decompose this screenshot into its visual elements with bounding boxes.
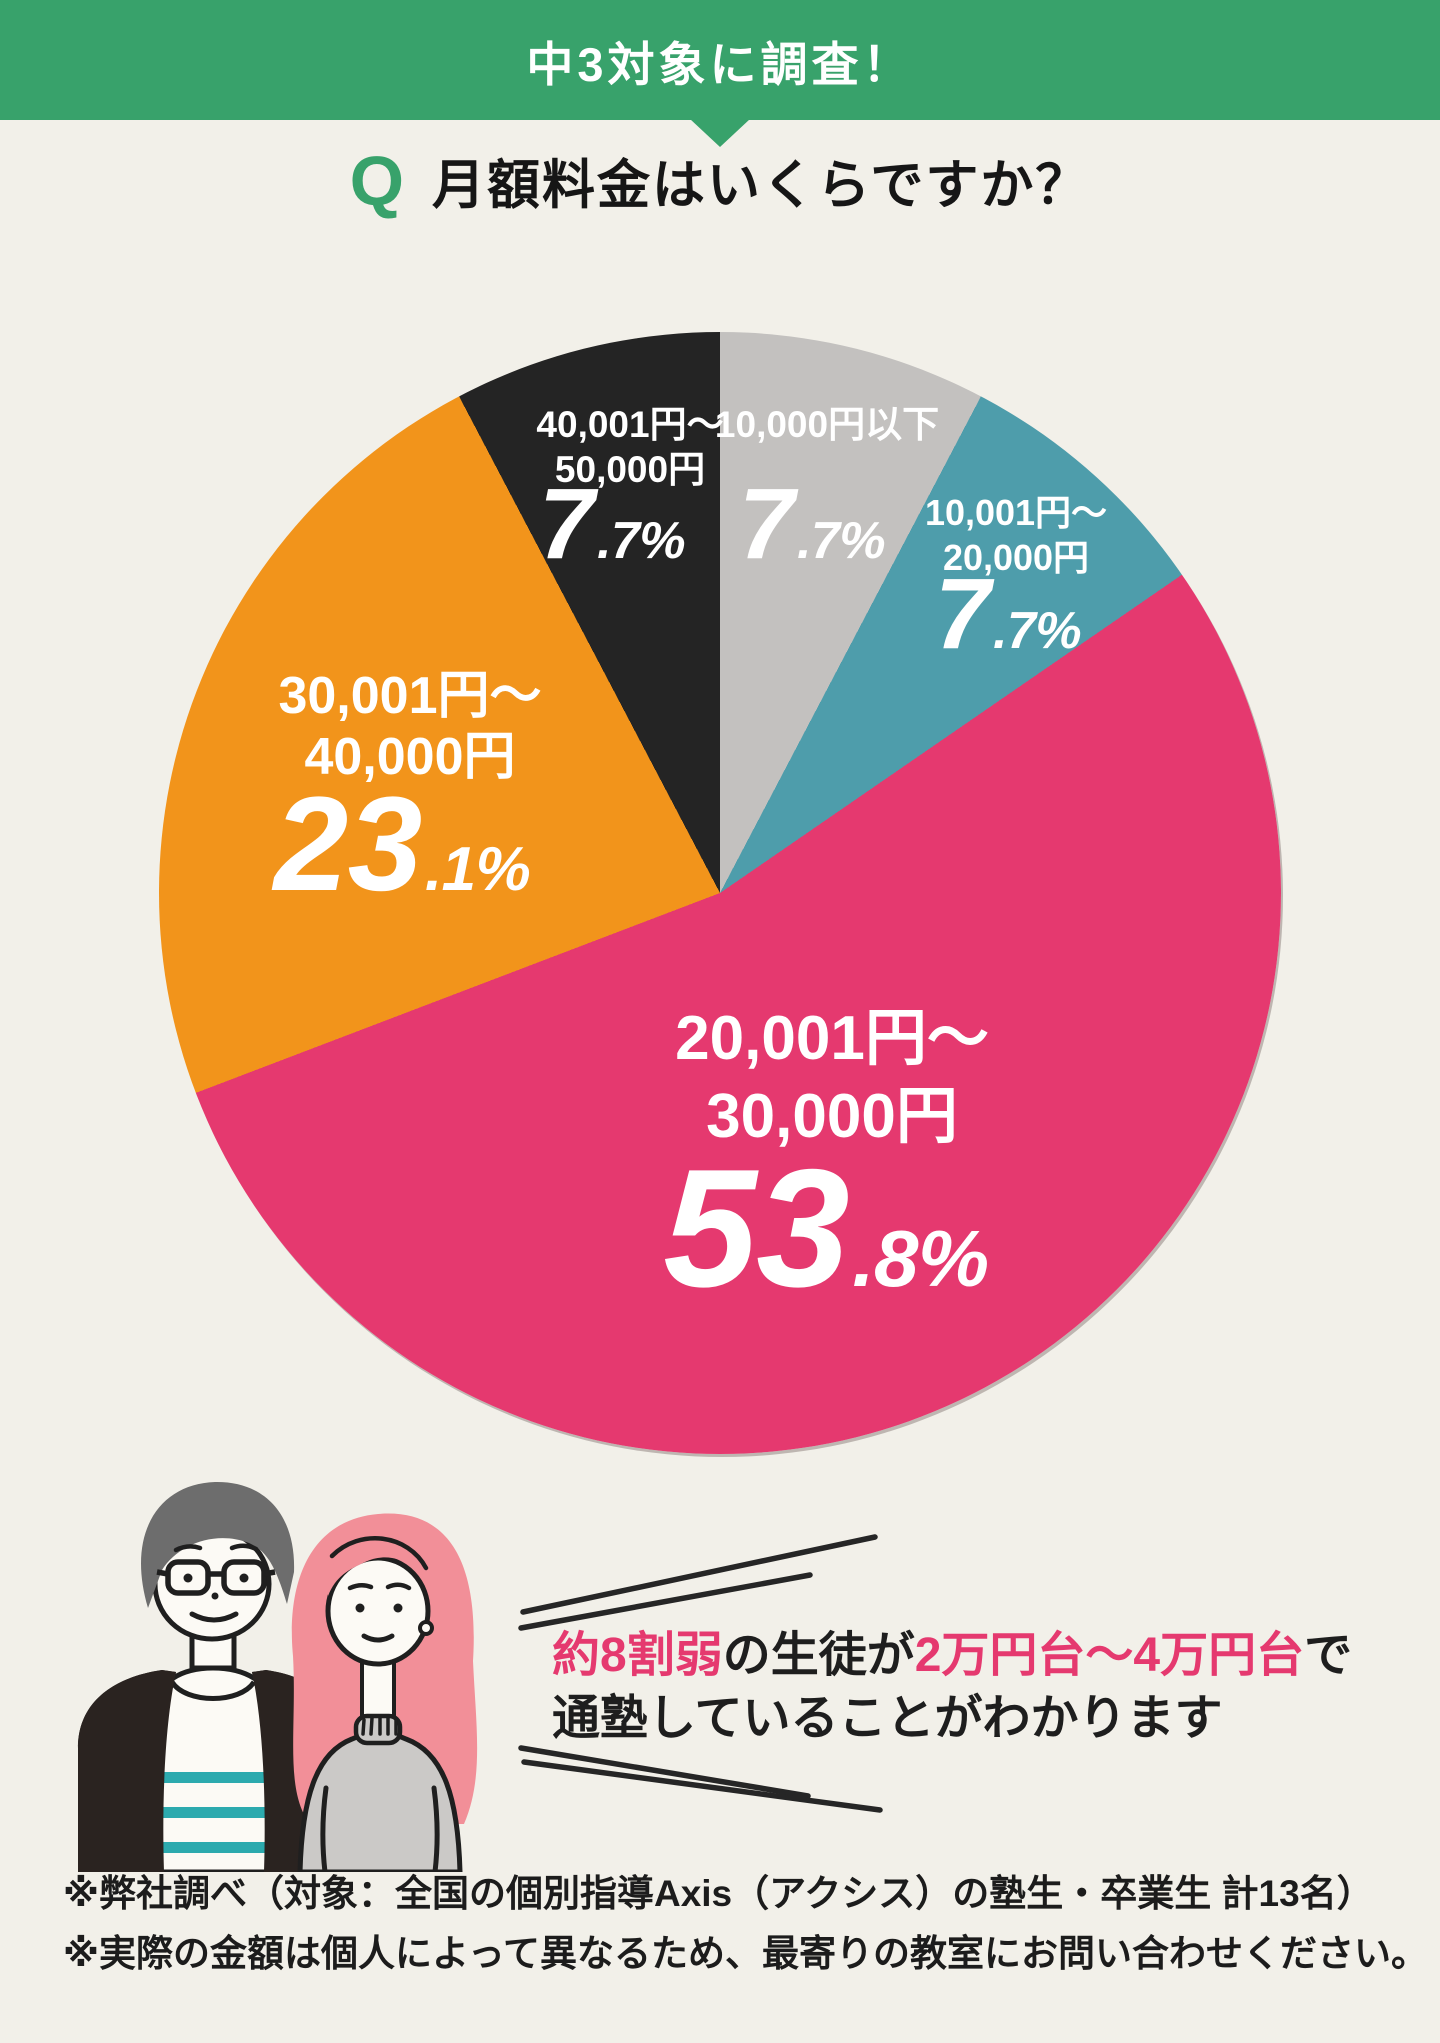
pie-label-40001-50000: 40,001円～ 50,000円: [536, 402, 723, 492]
segment-range-text: 10,000円以下: [714, 404, 940, 445]
segment-range-text: 30,000円: [706, 1082, 958, 1151]
earring-icon: [418, 1620, 434, 1636]
question-title: 月額料金はいくらですか？: [432, 156, 1091, 215]
plain-text: で: [1304, 1629, 1353, 1682]
conclusion-line1: 約8割弱の生徒が2万円台～4万円台で: [552, 1624, 1352, 1687]
glasses-icon: [156, 1559, 276, 1596]
segment-range-text: 20,001円～: [675, 1004, 989, 1073]
pie-value-10000-or-less: 7.7%: [738, 468, 886, 580]
emphasis-lines-icon: [518, 1534, 883, 1813]
banner-pointer-triangle: [690, 119, 750, 147]
footnote-disclaimer: ※実際の金額は個人によって異なるため、最寄りの教室にお問い合わせください。: [63, 1933, 1429, 1974]
segment-range-text: 10,001円～: [924, 492, 1108, 533]
woman-pink-hair-illustration: [291, 1513, 478, 1872]
parents-illustration: [78, 1481, 478, 1872]
pie-value-40001-50000: 7.7%: [538, 468, 686, 580]
highlight-text: 約8割弱: [552, 1629, 723, 1682]
pie-label-10001-20000: 10,001円～ 20,000円: [925, 490, 1107, 580]
segment-range-text: 40,001円～: [536, 404, 724, 445]
header-banner: 中3対象に調査！: [0, 0, 1440, 120]
segment-range-text: 50,000円: [554, 449, 706, 490]
conclusion-line2: 通塾していることがわかります: [552, 1692, 1223, 1745]
question-row: Q 月額料金はいくらですか？: [0, 136, 1440, 226]
banner-title: 中3対象に調査！: [526, 37, 914, 91]
pie-chart: [159, 332, 1281, 1454]
pie-label-10000-or-less: 10,000円以下: [715, 402, 939, 447]
q-mark: Q: [349, 142, 405, 220]
segment-range-text: 20,000円: [942, 537, 1090, 578]
pie-value-30001-40000: 23.1%: [273, 770, 531, 919]
plain-text: の生徒が: [722, 1629, 915, 1682]
pie-value-20001-30000: 53.8%: [663, 1134, 989, 1322]
footnote-survey-source: ※弊社調べ（対象：全国の個別指導Axis（アクシス）の塾生・卒業生 計13名）: [63, 1873, 1374, 1914]
pie-label-20001-30000: 20,001円～ 30,000円: [675, 1000, 989, 1156]
pie-label-30001-40000: 30,001円～ 40,000円: [278, 666, 541, 788]
pie-value-10001-20000: 7.7%: [934, 558, 1082, 670]
segment-range-text: 30,001円～: [278, 667, 542, 725]
conclusion-message: 約8割弱の生徒が2万円台～4万円台で 通塾していることがわかります: [552, 1624, 1352, 1750]
segment-range-text: 40,000円: [304, 728, 516, 786]
highlight-text: 2万円台～4万円台: [914, 1629, 1305, 1682]
